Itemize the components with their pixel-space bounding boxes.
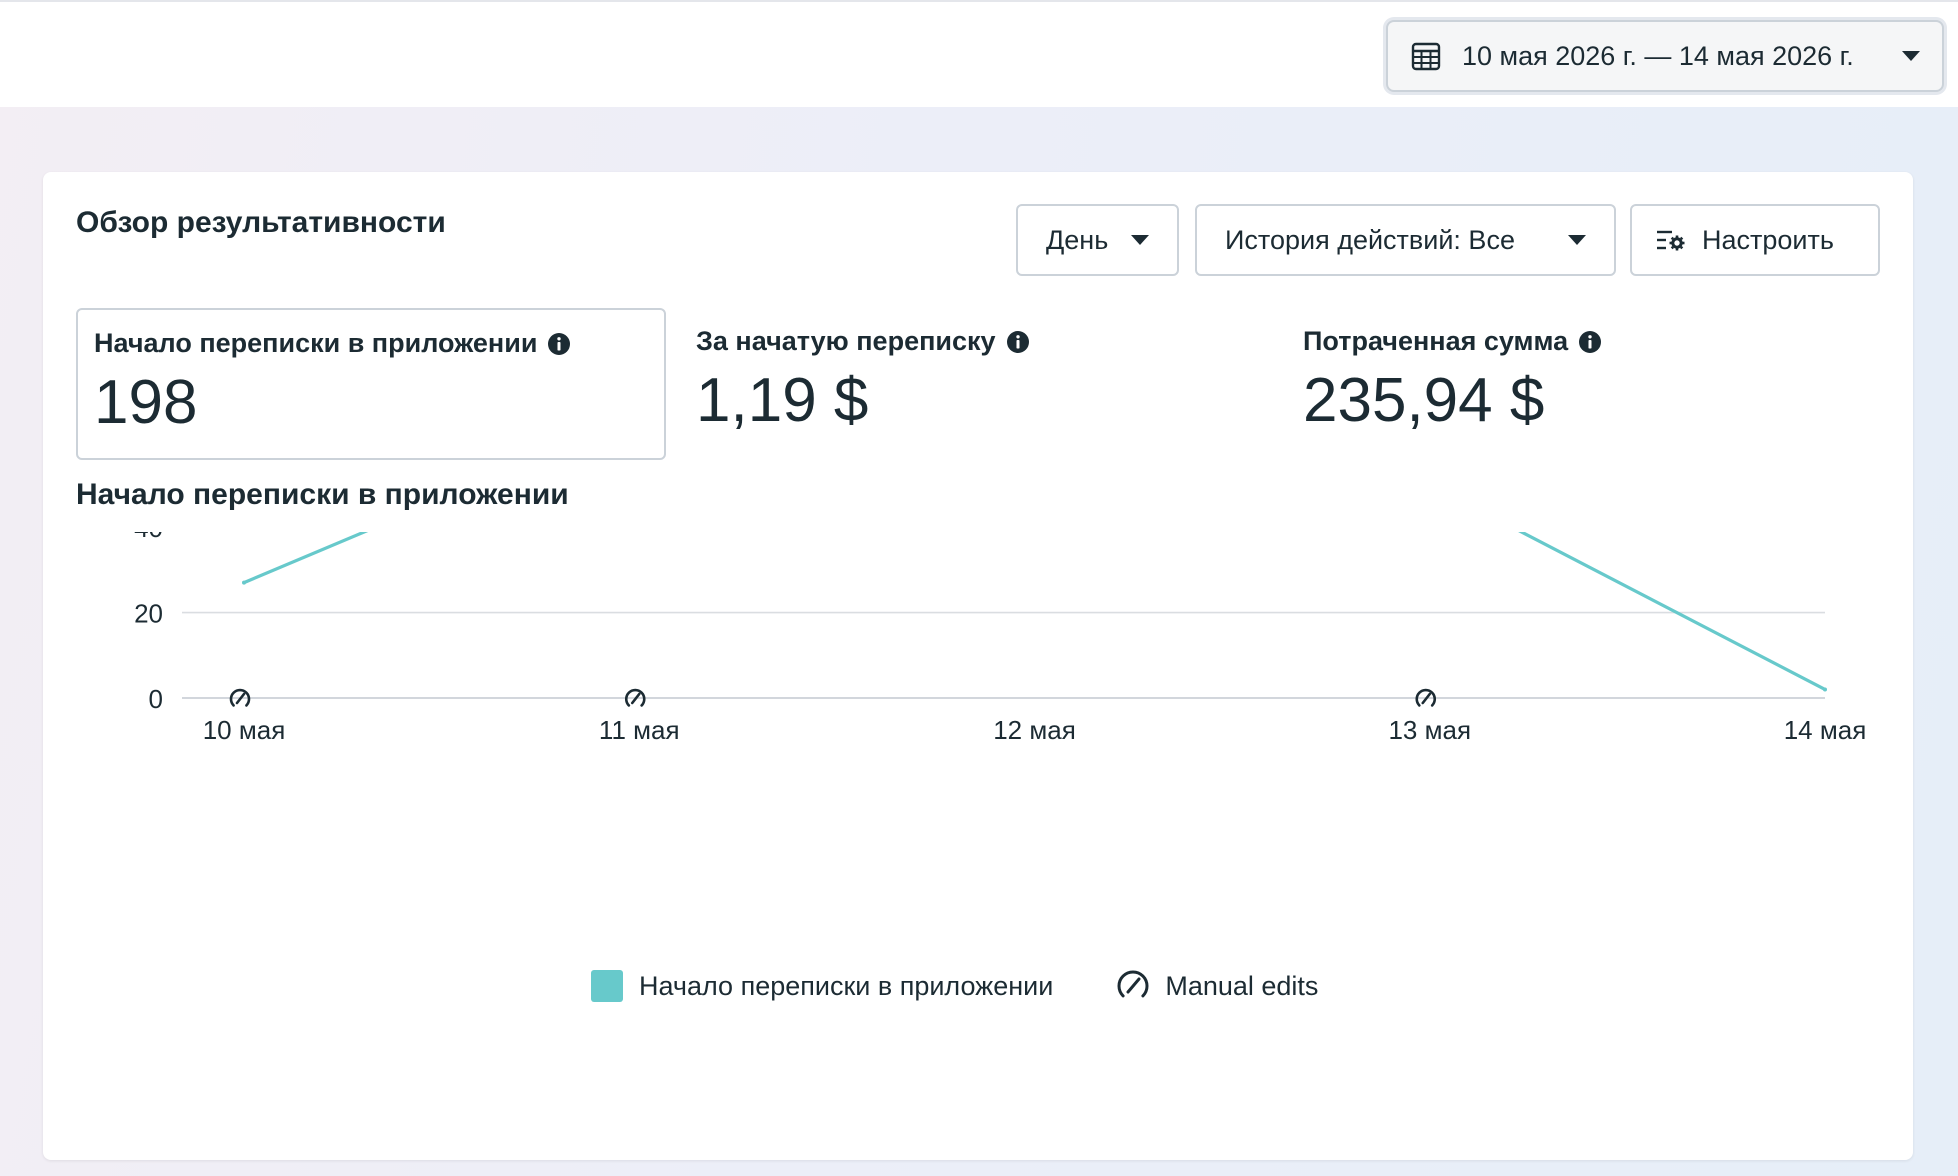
x-tick-label: 12 мая: [993, 715, 1076, 745]
legend-manual-label: Manual edits: [1165, 970, 1319, 1001]
metric-label: Начало переписки в приложении: [94, 328, 538, 358]
metric-value: 198: [94, 368, 198, 437]
info-icon[interactable]: [547, 332, 571, 356]
customize-label: Настроить: [1702, 224, 1834, 255]
granularity-label: День: [1046, 224, 1109, 255]
y-tick-label: 20: [134, 599, 163, 629]
metric-value: 235,94 $: [1303, 366, 1545, 435]
info-icon[interactable]: [1006, 330, 1030, 354]
granularity-dropdown[interactable]: День: [1016, 204, 1179, 276]
action-history-dropdown[interactable]: История действий: Все: [1195, 204, 1616, 276]
calendar-icon: [1411, 42, 1441, 71]
x-tick-label: 11 мая: [599, 715, 680, 745]
chevron-down-icon: [1568, 235, 1586, 245]
legend-swatch: [591, 970, 623, 1002]
metric-label: За начатую переписку: [696, 326, 996, 356]
top-bar: 10 мая 2026 г. — 14 мая 2026 г.: [0, 0, 1958, 107]
chevron-down-icon: [1902, 51, 1920, 61]
chevron-down-icon: [1131, 235, 1149, 245]
y-tick-label: 0: [149, 684, 163, 714]
manual-edit-marker: [229, 688, 251, 707]
metric-conversations-started[interactable]: Начало переписки в приложении 198: [76, 308, 666, 460]
data-point: [1823, 687, 1827, 692]
manual-edit-marker: [624, 688, 646, 707]
card-title: Обзор результативности: [76, 206, 446, 239]
settings-list-icon: [1657, 230, 1685, 251]
metric-amount-spent[interactable]: Потраченная сумма 235,94 $: [1287, 308, 1847, 460]
action-history-label: История действий: Все: [1225, 224, 1515, 255]
metric-cost-per-conversation[interactable]: За начатую переписку 1,19 $: [680, 308, 1240, 460]
chart-title: Начало переписки в приложении: [76, 478, 569, 511]
date-range-picker[interactable]: 10 мая 2026 г. — 14 мая 2026 г.: [1386, 20, 1944, 92]
metric-value: 1,19 $: [696, 366, 869, 435]
manual-edit-marker: [1415, 688, 1437, 707]
info-icon[interactable]: [1578, 330, 1602, 354]
y-tick-label: 40: [134, 532, 163, 543]
performance-overview-card: Обзор результативности День История дейс…: [43, 172, 1913, 1160]
data-point: [242, 580, 246, 585]
manual-edit-icon: [1117, 970, 1149, 998]
customize-button[interactable]: Настроить: [1630, 204, 1880, 276]
chart-legend: Начало переписки в приложении Manual edi…: [591, 968, 1318, 1004]
legend-series-label: Начало переписки в приложении: [639, 970, 1054, 1001]
date-range-label: 10 мая 2026 г. — 14 мая 2026 г.: [1462, 40, 1854, 71]
series-line: [242, 532, 1827, 692]
x-tick-label: 14 мая: [1784, 715, 1867, 745]
x-tick-label: 13 мая: [1388, 715, 1471, 745]
x-tick-label: 10 мая: [203, 715, 286, 745]
metric-label: Потраченная сумма: [1303, 326, 1569, 356]
